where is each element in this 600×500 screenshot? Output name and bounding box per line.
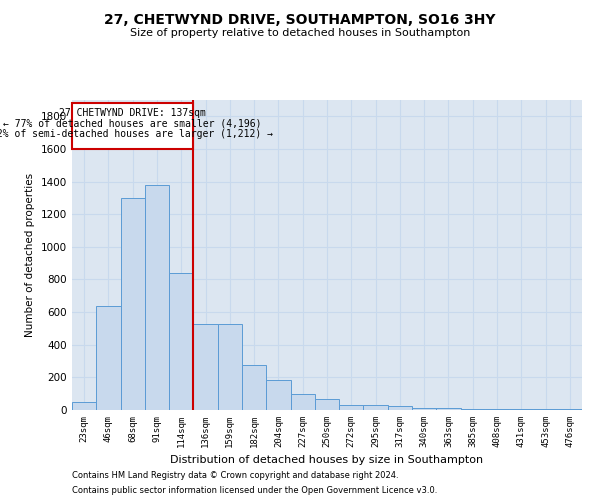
Bar [266, 380, 290, 410]
Bar [145, 185, 169, 410]
X-axis label: Distribution of detached houses by size in Southampton: Distribution of detached houses by size … [170, 456, 484, 466]
Bar [290, 394, 315, 410]
Bar [485, 409, 509, 410]
Bar [315, 400, 339, 410]
Bar [96, 306, 121, 410]
Bar [364, 405, 388, 410]
Bar [509, 409, 533, 410]
Text: Contains public sector information licensed under the Open Government Licence v3: Contains public sector information licen… [72, 486, 437, 495]
Y-axis label: Number of detached properties: Number of detached properties [25, 173, 35, 337]
Bar [461, 408, 485, 410]
Bar [72, 402, 96, 410]
Bar [412, 408, 436, 410]
Bar [193, 324, 218, 410]
Bar [436, 408, 461, 410]
Bar [339, 405, 364, 410]
Bar [218, 324, 242, 410]
Text: 22% of semi-detached houses are larger (1,212) →: 22% of semi-detached houses are larger (… [0, 130, 274, 140]
Bar [169, 273, 193, 410]
Bar [533, 409, 558, 410]
Text: Size of property relative to detached houses in Southampton: Size of property relative to detached ho… [130, 28, 470, 38]
Text: Contains HM Land Registry data © Crown copyright and database right 2024.: Contains HM Land Registry data © Crown c… [72, 471, 398, 480]
Bar [242, 365, 266, 410]
Bar [121, 198, 145, 410]
Text: ← 77% of detached houses are smaller (4,196): ← 77% of detached houses are smaller (4,… [3, 119, 262, 129]
FancyBboxPatch shape [72, 104, 193, 149]
Bar [388, 406, 412, 410]
Bar [558, 409, 582, 410]
Text: 27, CHETWYND DRIVE, SOUTHAMPTON, SO16 3HY: 27, CHETWYND DRIVE, SOUTHAMPTON, SO16 3H… [104, 12, 496, 26]
Text: 27 CHETWYND DRIVE: 137sqm: 27 CHETWYND DRIVE: 137sqm [59, 108, 206, 118]
